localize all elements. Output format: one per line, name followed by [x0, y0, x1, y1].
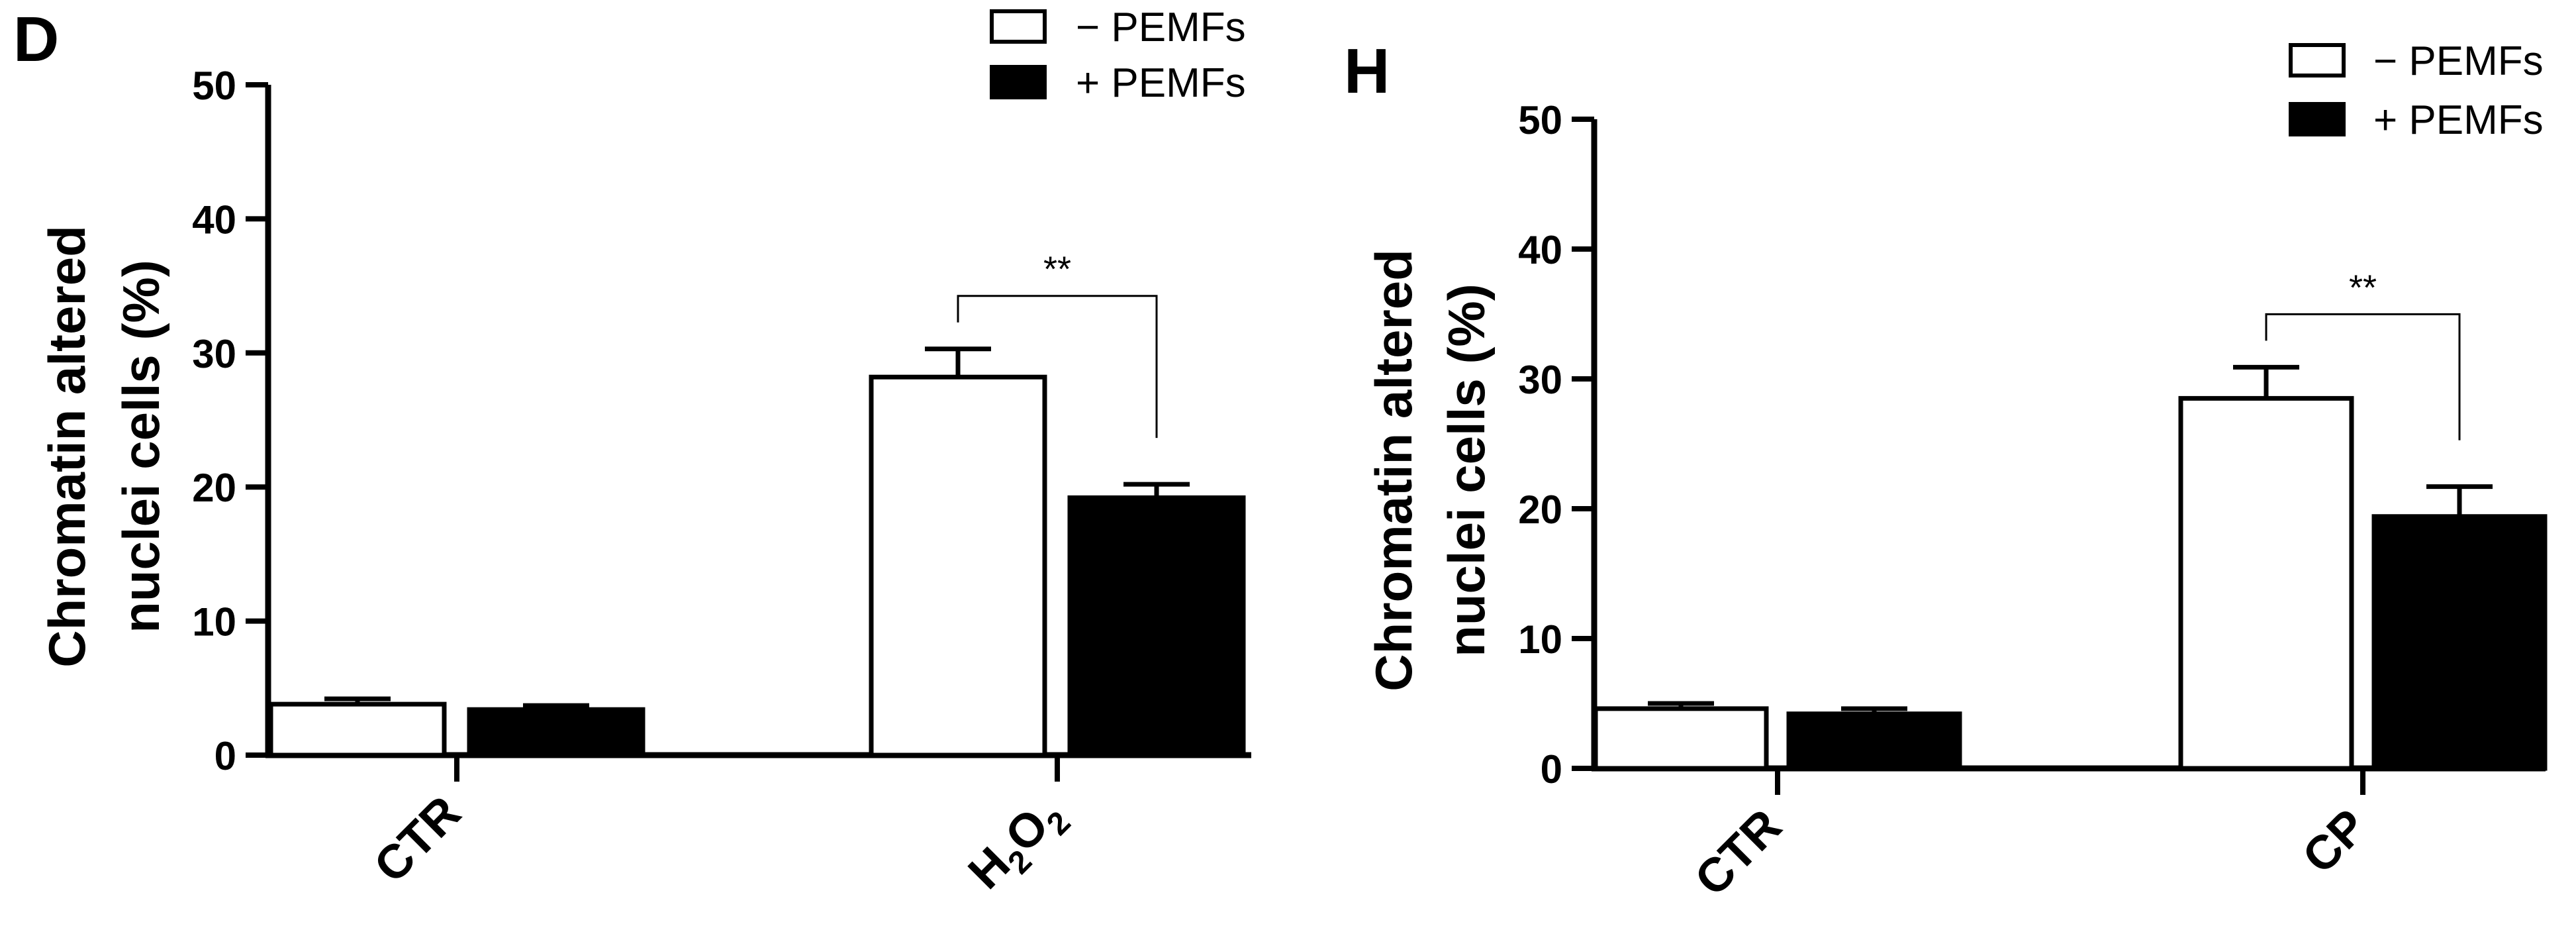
x-tick-label: H2O2 [959, 786, 1078, 905]
significance-bracket [957, 295, 1158, 439]
x-tick-label: CP [2293, 800, 2377, 884]
y-axis-label: Chromatin altered nuclei cells (%) [38, 225, 170, 667]
y-tick-label: 10 [1518, 617, 1562, 662]
x-tick-label-part: CTR [1685, 800, 1791, 906]
x-tick-label: CTR [364, 786, 471, 893]
y-axis-label: Chromatin altered nuclei cells (%) [1364, 249, 1496, 691]
legend: − PEMFs + PEMFs [2289, 38, 2544, 143]
y-tick-label: 10 [192, 600, 236, 645]
bar [1593, 706, 1769, 771]
bar [268, 701, 447, 758]
legend-label: + PEMFs [1076, 60, 1246, 106]
bar [1786, 711, 1962, 771]
y-tick-label: 20 [192, 466, 236, 510]
chart-panel-2: H 0 10 20 30 40 50 Chromatin altered nuclei cell… [1344, 36, 2548, 906]
legend-swatch [2289, 102, 2346, 136]
significance-bracket [2265, 313, 2461, 440]
x-tick-label-part: CTR [364, 786, 471, 893]
y-tick-label: 0 [215, 734, 236, 778]
y-tick-label: 20 [1518, 488, 1562, 532]
bar [467, 707, 645, 758]
bar [869, 374, 1047, 758]
x-tick-label: CTR [1685, 800, 1791, 906]
legend-swatch [2289, 43, 2346, 78]
x-tick-label-part: CP [2293, 800, 2377, 884]
bar [1067, 495, 1246, 758]
bar [2178, 395, 2354, 771]
y-axis-label-line: Chromatin altered [1364, 249, 1423, 691]
legend-label: + PEMFs [2373, 97, 2544, 143]
y-axis-label-line: nuclei cells (%) [112, 260, 170, 633]
chart-panel-1: D 0 10 20 30 40 50 Chromatin altered nuclei cell… [13, 4, 1251, 905]
legend-swatch [990, 65, 1047, 99]
y-tick-label: 50 [1518, 98, 1562, 142]
y-tick-label: 0 [1541, 747, 1562, 792]
y-axis-label-line: Chromatin altered [38, 225, 96, 667]
y-tick-label: 30 [192, 332, 236, 376]
legend-label: − PEMFs [1076, 5, 1246, 50]
y-tick-label: 30 [1518, 358, 1562, 402]
y-tick-label: 50 [192, 64, 236, 108]
legend: − PEMFs + PEMFs [990, 5, 1246, 106]
bar [2371, 514, 2548, 771]
y-tick-label: 40 [192, 197, 236, 242]
panel-label: D [13, 4, 59, 75]
y-tick-label: 40 [1518, 228, 1562, 272]
significance-label: ** [1043, 250, 1071, 289]
legend-label: − PEMFs [2373, 38, 2544, 84]
y-axis-label-line: nuclei cells (%) [1437, 284, 1496, 657]
panel-label: H [1344, 36, 1390, 107]
legend-swatch [990, 9, 1047, 44]
significance-label: ** [2349, 268, 2377, 307]
